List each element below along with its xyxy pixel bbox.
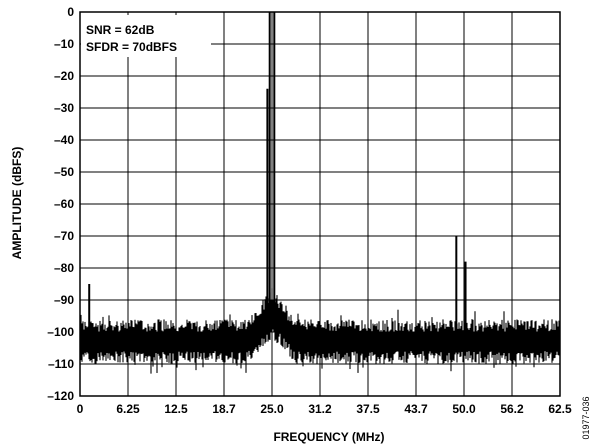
noise-floor xyxy=(80,288,560,374)
annotation-sfdr: SFDR = 70dBFS xyxy=(86,40,177,54)
y-tick-label: –20 xyxy=(54,69,74,83)
y-tick-label: –90 xyxy=(54,293,74,307)
y-tick-label: –80 xyxy=(54,261,74,275)
x-tick-label: 12.5 xyxy=(164,402,188,416)
y-tick-label: –70 xyxy=(54,229,74,243)
plot-frame xyxy=(79,11,561,397)
x-tick-label: 43.7 xyxy=(404,402,428,416)
y-tick-label: –50 xyxy=(54,165,74,179)
x-tick-label: 31.2 xyxy=(308,402,332,416)
x-tick-label: 37.5 xyxy=(356,402,380,416)
annotation-snr: SNR = 62dB xyxy=(86,23,155,37)
x-tick-label: 50.0 xyxy=(452,402,476,416)
y-axis-title: AMPLITUDE (dBFS) xyxy=(10,147,24,260)
x-tick-label: 25.0 xyxy=(260,402,284,416)
y-tick-label: –10 xyxy=(54,37,74,51)
y-tick-label: –110 xyxy=(48,357,74,371)
y-tick-label: –40 xyxy=(54,133,74,147)
spectral-lines xyxy=(88,12,467,332)
x-tick-label: 18.7 xyxy=(212,402,236,416)
y-tick-label: 0 xyxy=(67,5,74,19)
x-tick-label: 6.25 xyxy=(116,402,140,416)
y-tick-label: –60 xyxy=(54,197,74,211)
x-tick-labels: 0 6.25 12.5 18.7 25.0 31.2 37.5 43.7 50.0 56.2 62.… xyxy=(77,402,572,416)
x-tick-label: 0 xyxy=(77,402,84,416)
x-axis-title: FREQUENCY (MHz) xyxy=(273,430,384,444)
annotation-box xyxy=(81,15,211,57)
figure-id: 01977-036 xyxy=(581,396,591,439)
y-tick-label: –30 xyxy=(54,101,74,115)
x-tick-label: 56.2 xyxy=(500,402,524,416)
y-tick-label: –120 xyxy=(47,389,74,403)
x-tick-label: 62.5 xyxy=(548,402,572,416)
y-tick-label: –100 xyxy=(47,325,74,339)
y-tick-labels: 0 –10 –20 –30 –40 –50 –60 –70 –80 –90 –100 –110 –120 xyxy=(47,5,74,403)
